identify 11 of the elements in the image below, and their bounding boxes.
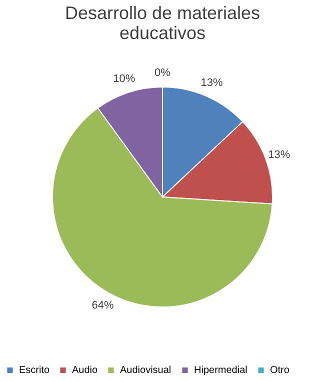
text: 0% [154,67,170,79]
legend-label: Otro [270,365,290,376]
legend-label: Escrito [19,365,50,376]
legend-label: Hipermedial [194,365,248,376]
data-label: 13% [268,148,290,161]
data-label: 64% [92,300,114,312]
data-label: 10% [113,73,136,86]
legend-label: Audio [72,365,98,376]
legend-label: Audiovisual [120,365,172,376]
chart-title: Desarrollo de materiales educativos [64,3,260,43]
data-label: 13% [200,77,223,90]
